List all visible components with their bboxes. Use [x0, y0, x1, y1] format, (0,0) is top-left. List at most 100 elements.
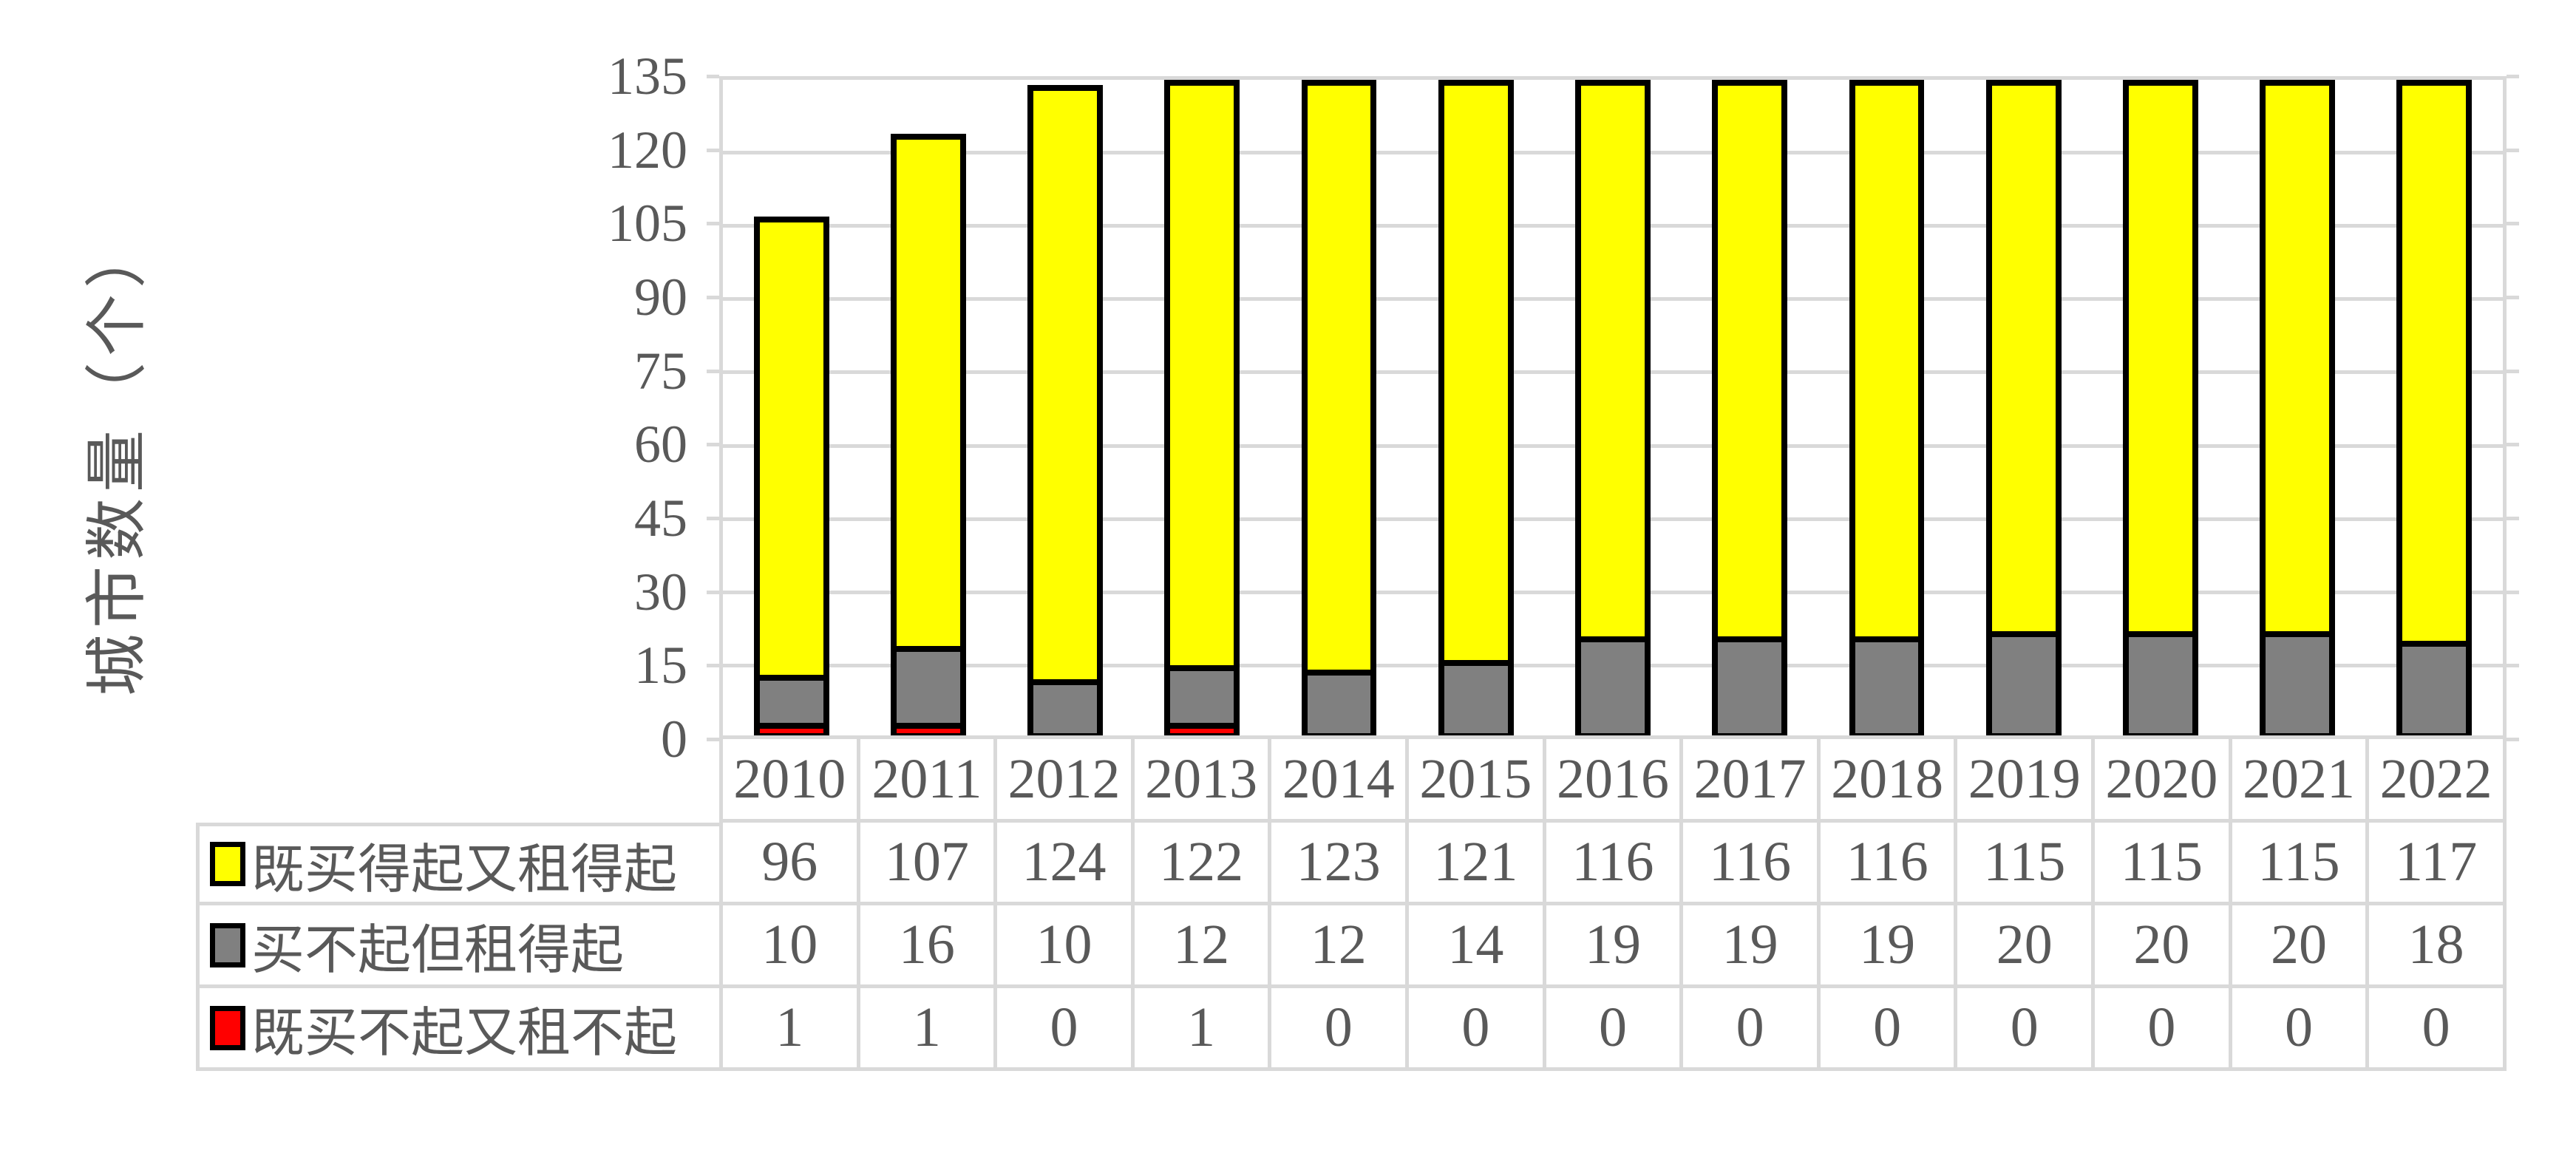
y-tick-mark — [2507, 296, 2519, 299]
stacked-bar-2021 — [2260, 80, 2336, 739]
value-cell: 122 — [1130, 823, 1268, 905]
bar-segment — [2266, 637, 2330, 733]
x-category-cell: 2010 — [719, 739, 857, 819]
y-axis-title: 城市数量（个） — [84, 220, 152, 697]
value-cell: 0 — [2091, 988, 2229, 1071]
bar-segment — [1718, 86, 1782, 642]
bar-segment — [2129, 637, 2192, 733]
legend-swatch — [210, 842, 245, 886]
stacked-bar-2017 — [1712, 80, 1788, 739]
y-tick-label: 60 — [634, 415, 687, 475]
table-row: 既买得起又租得起 96 107 124 122 123 121 116 116 116 115 115… — [196, 823, 2507, 905]
y-tick-mark — [707, 517, 719, 520]
stacked-bar-2011 — [890, 133, 966, 739]
bar-column-2013 — [1134, 80, 1271, 739]
value-cell: 116 — [1542, 823, 1680, 905]
bar-column-2017 — [1682, 80, 1818, 739]
bar-segment — [1444, 666, 1508, 733]
bar-segment — [1033, 90, 1098, 686]
bar-column-2011 — [860, 80, 996, 739]
value-cell: 0 — [1816, 988, 1954, 1071]
value-cell: 19 — [1816, 905, 1954, 988]
x-category-cell: 2021 — [2228, 739, 2366, 819]
bar-segment — [1718, 642, 1782, 733]
x-category-cell: 2017 — [1679, 739, 1817, 819]
bar-segment — [759, 222, 823, 681]
x-category-cell: 2016 — [1542, 739, 1680, 819]
value-cell: 0 — [2228, 988, 2366, 1071]
value-cell: 115 — [2228, 823, 2366, 905]
y-tick-label: 45 — [634, 489, 687, 548]
data-table: 既买得起又租得起 96 107 124 122 123 121 116 116 116 115 115… — [196, 823, 2507, 1071]
value-cell: 0 — [2365, 988, 2507, 1071]
y-tick-mark — [707, 738, 719, 741]
bar-column-2010 — [723, 80, 860, 739]
value-cell: 0 — [1268, 988, 1406, 1071]
bar-segment — [1855, 86, 1919, 642]
stacked-bar-2022 — [2396, 80, 2473, 739]
value-cell: 116 — [1816, 823, 1954, 905]
value-cell: 0 — [1679, 988, 1817, 1071]
legend-label-cell: 买不起但租得起 — [196, 905, 719, 988]
bar-segment — [896, 651, 960, 729]
x-category-cell: 2019 — [1954, 739, 2092, 819]
y-tick-label: 0 — [661, 710, 687, 769]
x-category-cell: 2011 — [856, 739, 994, 819]
y-tick-label: 135 — [608, 47, 687, 106]
stacked-bar-2015 — [1438, 80, 1514, 739]
stacked-bar-2019 — [1985, 80, 2062, 739]
value-cell: 1 — [1130, 988, 1268, 1071]
x-category-cell: 2022 — [2365, 739, 2503, 819]
value-cell: 18 — [2365, 905, 2507, 988]
legend-swatch — [210, 922, 245, 967]
bar-segment — [759, 680, 823, 729]
bar-segment — [1307, 86, 1371, 676]
bar-segment — [1307, 676, 1371, 733]
value-cell: 19 — [1679, 905, 1817, 988]
y-tick-mark — [707, 590, 719, 594]
value-cell: 20 — [1954, 905, 2092, 988]
value-cell: 115 — [2091, 823, 2229, 905]
y-tick-label: 15 — [634, 636, 687, 695]
y-tick-mark — [2507, 148, 2519, 152]
value-cell: 10 — [719, 905, 857, 988]
bar-segment — [2402, 647, 2467, 733]
plot-area — [719, 76, 2507, 739]
bar-segment — [1170, 728, 1234, 733]
value-cell: 0 — [1542, 988, 1680, 1071]
y-tick-mark — [707, 664, 719, 668]
y-tick-mark — [2507, 738, 2519, 741]
x-category-cell: 2012 — [993, 739, 1131, 819]
y-tick-mark — [2507, 517, 2519, 520]
bar-column-2022 — [2366, 80, 2503, 739]
value-cell: 1 — [856, 988, 994, 1071]
legend-label-cell: 既买得起又租得起 — [196, 823, 719, 905]
value-cell: 107 — [856, 823, 994, 905]
stacked-bar-2020 — [2123, 80, 2198, 739]
bar-column-2018 — [1818, 80, 1955, 739]
bar-segment — [2266, 86, 2330, 638]
bar-segment — [1581, 642, 1645, 733]
bar-segment — [1033, 685, 1098, 733]
y-tick-mark — [707, 296, 719, 299]
bar-segment — [1170, 670, 1234, 729]
legend-label: 买不起但租得起 — [251, 921, 625, 980]
value-cell: 121 — [1405, 823, 1543, 905]
bar-segment — [2129, 86, 2192, 638]
x-category-cell: 2014 — [1268, 739, 1406, 819]
value-cell: 0 — [1954, 988, 2092, 1071]
table-row: 既买不起又租不起 1 1 0 1 0 0 0 0 0 0 0 0 0 — [196, 988, 2507, 1071]
x-category-cell: 2018 — [1816, 739, 1954, 819]
stacked-bar-2010 — [753, 217, 829, 739]
bar-segment — [1991, 637, 2056, 733]
y-tick-label: 30 — [634, 562, 687, 622]
bar-column-2020 — [2092, 80, 2229, 739]
legend-label: 既买不起又租不起 — [251, 1004, 678, 1063]
y-tick-mark — [2507, 75, 2519, 78]
value-cell: 20 — [2091, 905, 2229, 988]
value-cell: 96 — [719, 823, 857, 905]
value-cell: 10 — [993, 905, 1131, 988]
table-row: 买不起但租得起 10 16 10 12 12 14 19 19 19 20 20 20 18 — [196, 905, 2507, 988]
y-tick-mark — [2507, 590, 2519, 594]
value-cell: 19 — [1542, 905, 1680, 988]
